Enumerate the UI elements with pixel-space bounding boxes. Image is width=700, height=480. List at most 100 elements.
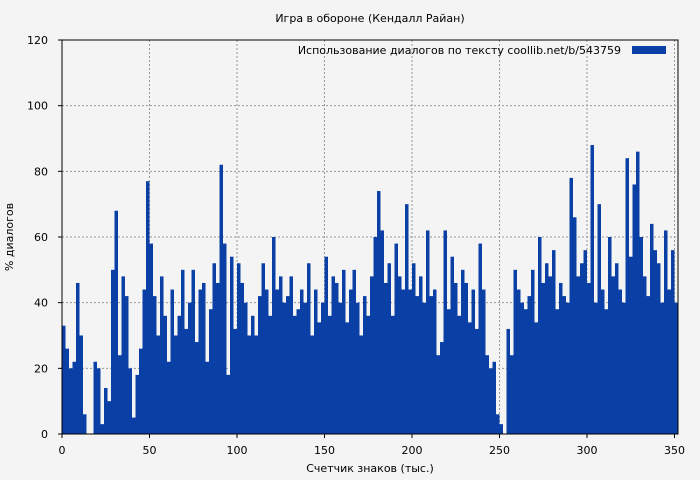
- data-bar: [226, 374, 230, 434]
- data-bar: [104, 388, 108, 434]
- data-bar: [461, 269, 465, 434]
- data-bar: [331, 276, 335, 434]
- data-bar: [296, 309, 300, 434]
- data-bar: [275, 289, 279, 434]
- data-bar: [128, 368, 132, 434]
- data-bar: [496, 414, 500, 434]
- data-bar: [531, 269, 535, 434]
- data-bar: [436, 355, 440, 434]
- data-bar: [447, 309, 451, 434]
- data-bar: [394, 243, 398, 434]
- data-bar: [611, 276, 615, 434]
- y-tick-label: 120: [27, 34, 48, 47]
- x-tick-label: 100: [227, 444, 248, 457]
- data-bar: [223, 243, 227, 434]
- y-axis: 0 20 40 60 80 100 120: [27, 34, 62, 441]
- data-bar: [191, 269, 195, 434]
- data-bar: [338, 302, 342, 434]
- data-bar: [517, 289, 521, 434]
- data-bar: [471, 289, 475, 434]
- y-tick-label: 60: [34, 231, 48, 244]
- data-bar: [608, 237, 612, 434]
- data-bar: [247, 335, 251, 434]
- data-bar: [601, 289, 605, 434]
- data-bar: [177, 315, 181, 434]
- data-bar: [415, 296, 419, 434]
- data-bar: [300, 289, 304, 434]
- series-layer: [62, 145, 679, 435]
- y-tick-label: 0: [41, 428, 48, 441]
- data-bar: [156, 335, 160, 434]
- data-bar: [118, 355, 122, 434]
- data-bar: [212, 263, 216, 434]
- data-bar: [377, 191, 381, 434]
- data-bar: [643, 276, 647, 434]
- data-bar: [384, 282, 388, 434]
- data-bar: [146, 181, 150, 434]
- data-bar: [552, 250, 556, 434]
- data-bar: [370, 276, 374, 434]
- data-bar: [545, 263, 549, 434]
- data-bar: [538, 237, 542, 434]
- data-bar: [230, 256, 234, 434]
- data-bar: [233, 328, 237, 434]
- data-bar: [100, 424, 104, 434]
- data-bar: [184, 328, 188, 434]
- data-bar: [195, 342, 199, 434]
- data-bar: [314, 289, 318, 434]
- data-bar: [489, 368, 493, 434]
- data-bar: [590, 145, 594, 435]
- data-bar: [293, 315, 297, 434]
- data-bar: [534, 322, 538, 434]
- data-bar: [135, 374, 139, 434]
- data-bar: [114, 210, 118, 434]
- data-bar: [62, 325, 66, 434]
- data-bar: [317, 322, 321, 434]
- data-bar: [674, 302, 678, 434]
- y-tick-label: 20: [34, 362, 48, 375]
- data-bar: [142, 289, 146, 434]
- data-bar: [268, 315, 272, 434]
- legend-swatch: [632, 46, 666, 54]
- data-bar: [646, 296, 650, 434]
- data-bar: [520, 302, 524, 434]
- data-bar: [216, 282, 220, 434]
- data-bar: [328, 315, 332, 434]
- data-bar: [632, 184, 636, 434]
- data-bar: [359, 335, 363, 434]
- data-bar: [664, 230, 668, 434]
- data-bar: [324, 256, 328, 434]
- data-bar: [244, 302, 248, 434]
- data-bar: [398, 276, 402, 434]
- data-bar: [594, 302, 598, 434]
- data-bar: [482, 289, 486, 434]
- data-bar: [391, 315, 395, 434]
- data-bar: [335, 282, 339, 434]
- data-bar: [163, 315, 167, 434]
- data-bar: [188, 302, 192, 434]
- data-bar: [629, 256, 633, 434]
- data-bar: [72, 361, 76, 434]
- data-bar: [366, 315, 370, 434]
- data-bar: [174, 335, 178, 434]
- data-bar: [573, 217, 577, 434]
- data-bar: [506, 328, 510, 434]
- data-bar: [321, 302, 325, 434]
- x-tick-label: 300: [577, 444, 598, 457]
- x-tick-label: 250: [489, 444, 510, 457]
- x-axis-title: Счетчик знаков (тыс.): [306, 462, 434, 475]
- data-bar: [401, 289, 405, 434]
- data-bar: [636, 151, 640, 434]
- data-bar: [125, 296, 129, 434]
- data-bar: [485, 355, 489, 434]
- data-bar: [576, 276, 580, 434]
- data-bar: [660, 302, 664, 434]
- data-bar: [380, 230, 384, 434]
- data-bar: [429, 296, 433, 434]
- data-bar: [667, 289, 671, 434]
- data-bar: [657, 263, 661, 434]
- data-bar: [639, 237, 643, 434]
- data-bar: [478, 243, 482, 434]
